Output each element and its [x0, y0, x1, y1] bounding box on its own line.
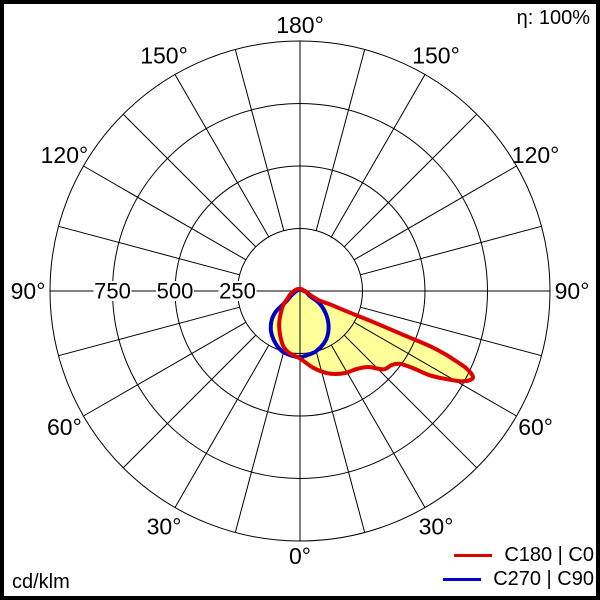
angle-label-30-left: 30° [147, 514, 182, 540]
grid-spoke-315 [122, 334, 257, 469]
angle-label-120-right: 120° [512, 142, 560, 168]
legend-label-c180-c0: C180 | C0 [504, 543, 594, 566]
angle-label-30-right: 30° [419, 514, 454, 540]
radial-label-bg-750 [93, 281, 132, 301]
legend-line-c180-c0-icon [454, 553, 493, 557]
grid-spoke-255 [58, 225, 240, 276]
legend-line-c270-c90-icon [443, 577, 482, 581]
grid-spoke-15 [315, 351, 366, 533]
legend: C180 | C0 C270 | C90 [443, 544, 594, 590]
grid-spoke-240 [83, 165, 247, 261]
angle-label-90-left: 90° [11, 278, 46, 304]
radial-label-bg-500 [156, 281, 194, 301]
angle-label-120-left: 120° [41, 142, 89, 168]
angle-label-60-right: 60° [518, 414, 553, 440]
angle-label-180: 180° [276, 12, 324, 38]
grid-spoke-210 [174, 74, 270, 238]
grid-spoke-150 [330, 74, 426, 238]
efficiency-label: η: 100% [516, 7, 590, 29]
grid-spoke-75 [360, 306, 542, 357]
legend-item-c0: C180 | C0 [443, 544, 594, 566]
legend-item-c90: C270 | C90 [443, 568, 594, 590]
series-curves [268, 286, 475, 384]
grid-spoke-120 [353, 165, 517, 261]
angle-label-90-right: 90° [555, 278, 590, 304]
curve-c180-c0 [277, 286, 475, 384]
grid-spoke-165 [315, 49, 366, 231]
grid-spoke-225 [122, 113, 257, 248]
legend-label-c270-c90: C270 | C90 [493, 567, 594, 590]
angle-label-60-left: 60° [47, 414, 82, 440]
grid-spoke-345 [234, 351, 285, 533]
grid-spoke-300 [83, 321, 247, 417]
grid-spoke-195 [234, 49, 285, 231]
grid-spoke-285 [58, 306, 240, 357]
angle-label-150-right: 150° [412, 42, 460, 68]
axis-labels: 250 500 750 0° 30° 30° 60° 60° 90° 90° 120° 120° 150… [11, 12, 590, 569]
grid-spoke-45 [343, 334, 478, 469]
radial-label-750: 750 [94, 279, 131, 304]
grid-spoke-330 [174, 344, 270, 508]
grid-spoke-105 [360, 225, 542, 276]
angle-label-150-left: 150° [140, 42, 188, 68]
unit-label: cd/klm [12, 571, 70, 593]
radial-label-250: 250 [219, 279, 256, 304]
grid-spoke-60 [353, 321, 517, 417]
radial-label-bg-250 [218, 281, 257, 301]
angle-label-0: 0° [289, 543, 311, 569]
grid-spoke-135 [343, 113, 478, 248]
radial-label-500: 500 [157, 279, 194, 304]
